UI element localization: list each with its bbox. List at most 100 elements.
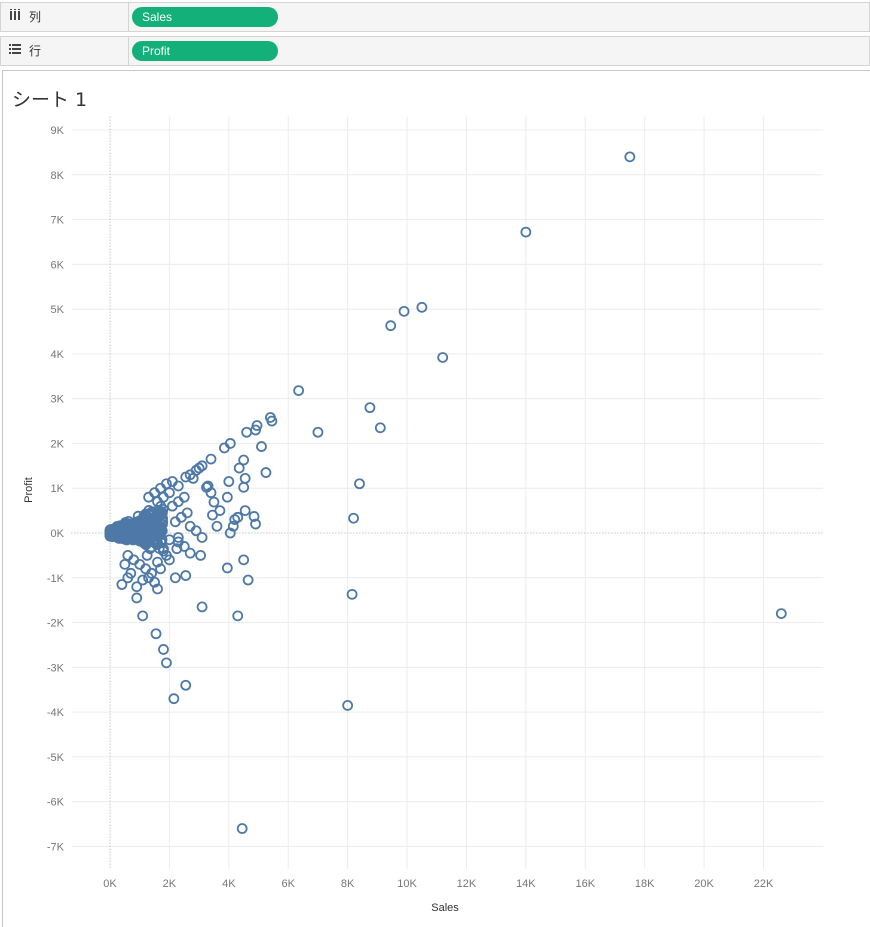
data-point (201, 481, 212, 493)
data-point (171, 543, 183, 555)
data-point (348, 512, 359, 524)
data-point (354, 478, 365, 490)
data-point (143, 491, 155, 503)
data-point (150, 628, 162, 640)
y-tick-label: 8K (51, 170, 65, 182)
data-point (214, 505, 226, 517)
data-point (211, 520, 223, 532)
rows-shelf: 行 Profit (0, 36, 870, 66)
data-point (223, 476, 235, 487)
data-point (437, 352, 449, 363)
x-tick-label: 18K (635, 878, 655, 890)
data-point (180, 471, 192, 483)
data-point (178, 491, 190, 503)
sales-pill[interactable]: Sales (132, 7, 278, 27)
y-tick-label: -3K (47, 662, 65, 674)
rows-shelf-label: 行 (1, 37, 129, 65)
data-point (241, 426, 253, 438)
data-point (155, 509, 167, 521)
data-point (238, 481, 250, 493)
data-point (221, 562, 233, 574)
data-point (221, 491, 233, 503)
data-point (133, 519, 145, 531)
data-point (238, 454, 250, 466)
y-tick-label: -7K (47, 841, 65, 853)
data-point (416, 301, 428, 313)
rows-shelf-text: 行 (29, 44, 42, 58)
data-point (374, 422, 386, 434)
data-point (232, 511, 244, 523)
x-tick-label: 10K (397, 878, 417, 890)
data-point (208, 496, 220, 508)
data-point (122, 572, 134, 584)
columns-icon (9, 3, 23, 31)
data-point (141, 549, 153, 561)
data-point (202, 480, 214, 492)
data-point (134, 526, 146, 538)
data-point (227, 520, 239, 532)
data-point (158, 543, 169, 555)
data-point (169, 516, 181, 528)
profit-pill[interactable]: Profit (132, 41, 278, 61)
data-point (157, 507, 168, 519)
data-point (190, 525, 202, 537)
data-point (164, 554, 175, 566)
data-point (161, 657, 172, 669)
y-tick-label: -2K (47, 618, 65, 630)
worksheet-view (2, 70, 870, 927)
columns-shelf-text: 列 (29, 10, 42, 24)
data-point (218, 442, 230, 454)
data-point (242, 574, 254, 586)
data-point (248, 511, 260, 522)
data-point (152, 523, 163, 535)
columns-shelf: 列 Sales (0, 2, 870, 32)
data-point (184, 547, 196, 559)
data-point (161, 478, 172, 490)
y-tick-label: 6K (51, 259, 65, 271)
grid-lines (71, 116, 823, 869)
data-point (119, 558, 131, 570)
x-axis-ticks: 0K 2K 4K 6K 8K 10K 12K 14K 16K 18K 20K 22K (103, 878, 774, 890)
data-point (229, 514, 241, 525)
data-point (196, 601, 208, 613)
x-axis-title: Sales (431, 902, 459, 914)
data-point (121, 527, 133, 539)
data-point (250, 518, 261, 530)
y-tick-label: 7K (51, 215, 65, 227)
x-tick-label: 12K (457, 878, 477, 890)
data-point (239, 472, 251, 484)
data-point (239, 505, 251, 517)
x-tick-label: 6K (281, 878, 295, 890)
x-tick-label: 16K (575, 878, 595, 890)
y-tick-label: 9K (51, 125, 65, 137)
data-point (137, 610, 149, 622)
data-point (238, 554, 250, 566)
data-point (168, 693, 180, 705)
y-tick-label: -6K (47, 797, 65, 809)
data-point (129, 534, 140, 545)
y-axis-ticks: 9K 8K 7K 6K 5K 4K 3K 2K 1K 0K -1K -2K -3K -4K -5K -6K -7… (47, 125, 65, 853)
scatter-marks (104, 151, 787, 834)
data-point (293, 385, 305, 397)
data-point (520, 226, 532, 238)
x-tick-label: 20K (694, 878, 714, 890)
data-point (312, 426, 324, 438)
y-tick-label: 2K (51, 438, 65, 450)
data-point (180, 570, 192, 581)
x-tick-label: 4K (222, 878, 236, 890)
rows-icon (9, 37, 23, 65)
data-point (123, 522, 135, 534)
data-point (266, 415, 278, 427)
data-point (193, 462, 205, 474)
data-point (152, 556, 163, 568)
data-point (137, 574, 149, 586)
data-point (398, 305, 410, 317)
y-tick-label: 5K (51, 304, 65, 316)
data-point (116, 579, 128, 590)
y-axis-title: Profit (23, 477, 35, 503)
data-point (196, 532, 208, 543)
data-point (172, 480, 184, 492)
columns-shelf-label: 列 (1, 3, 129, 31)
data-point (233, 462, 245, 474)
y-tick-label: 1K (51, 483, 65, 495)
